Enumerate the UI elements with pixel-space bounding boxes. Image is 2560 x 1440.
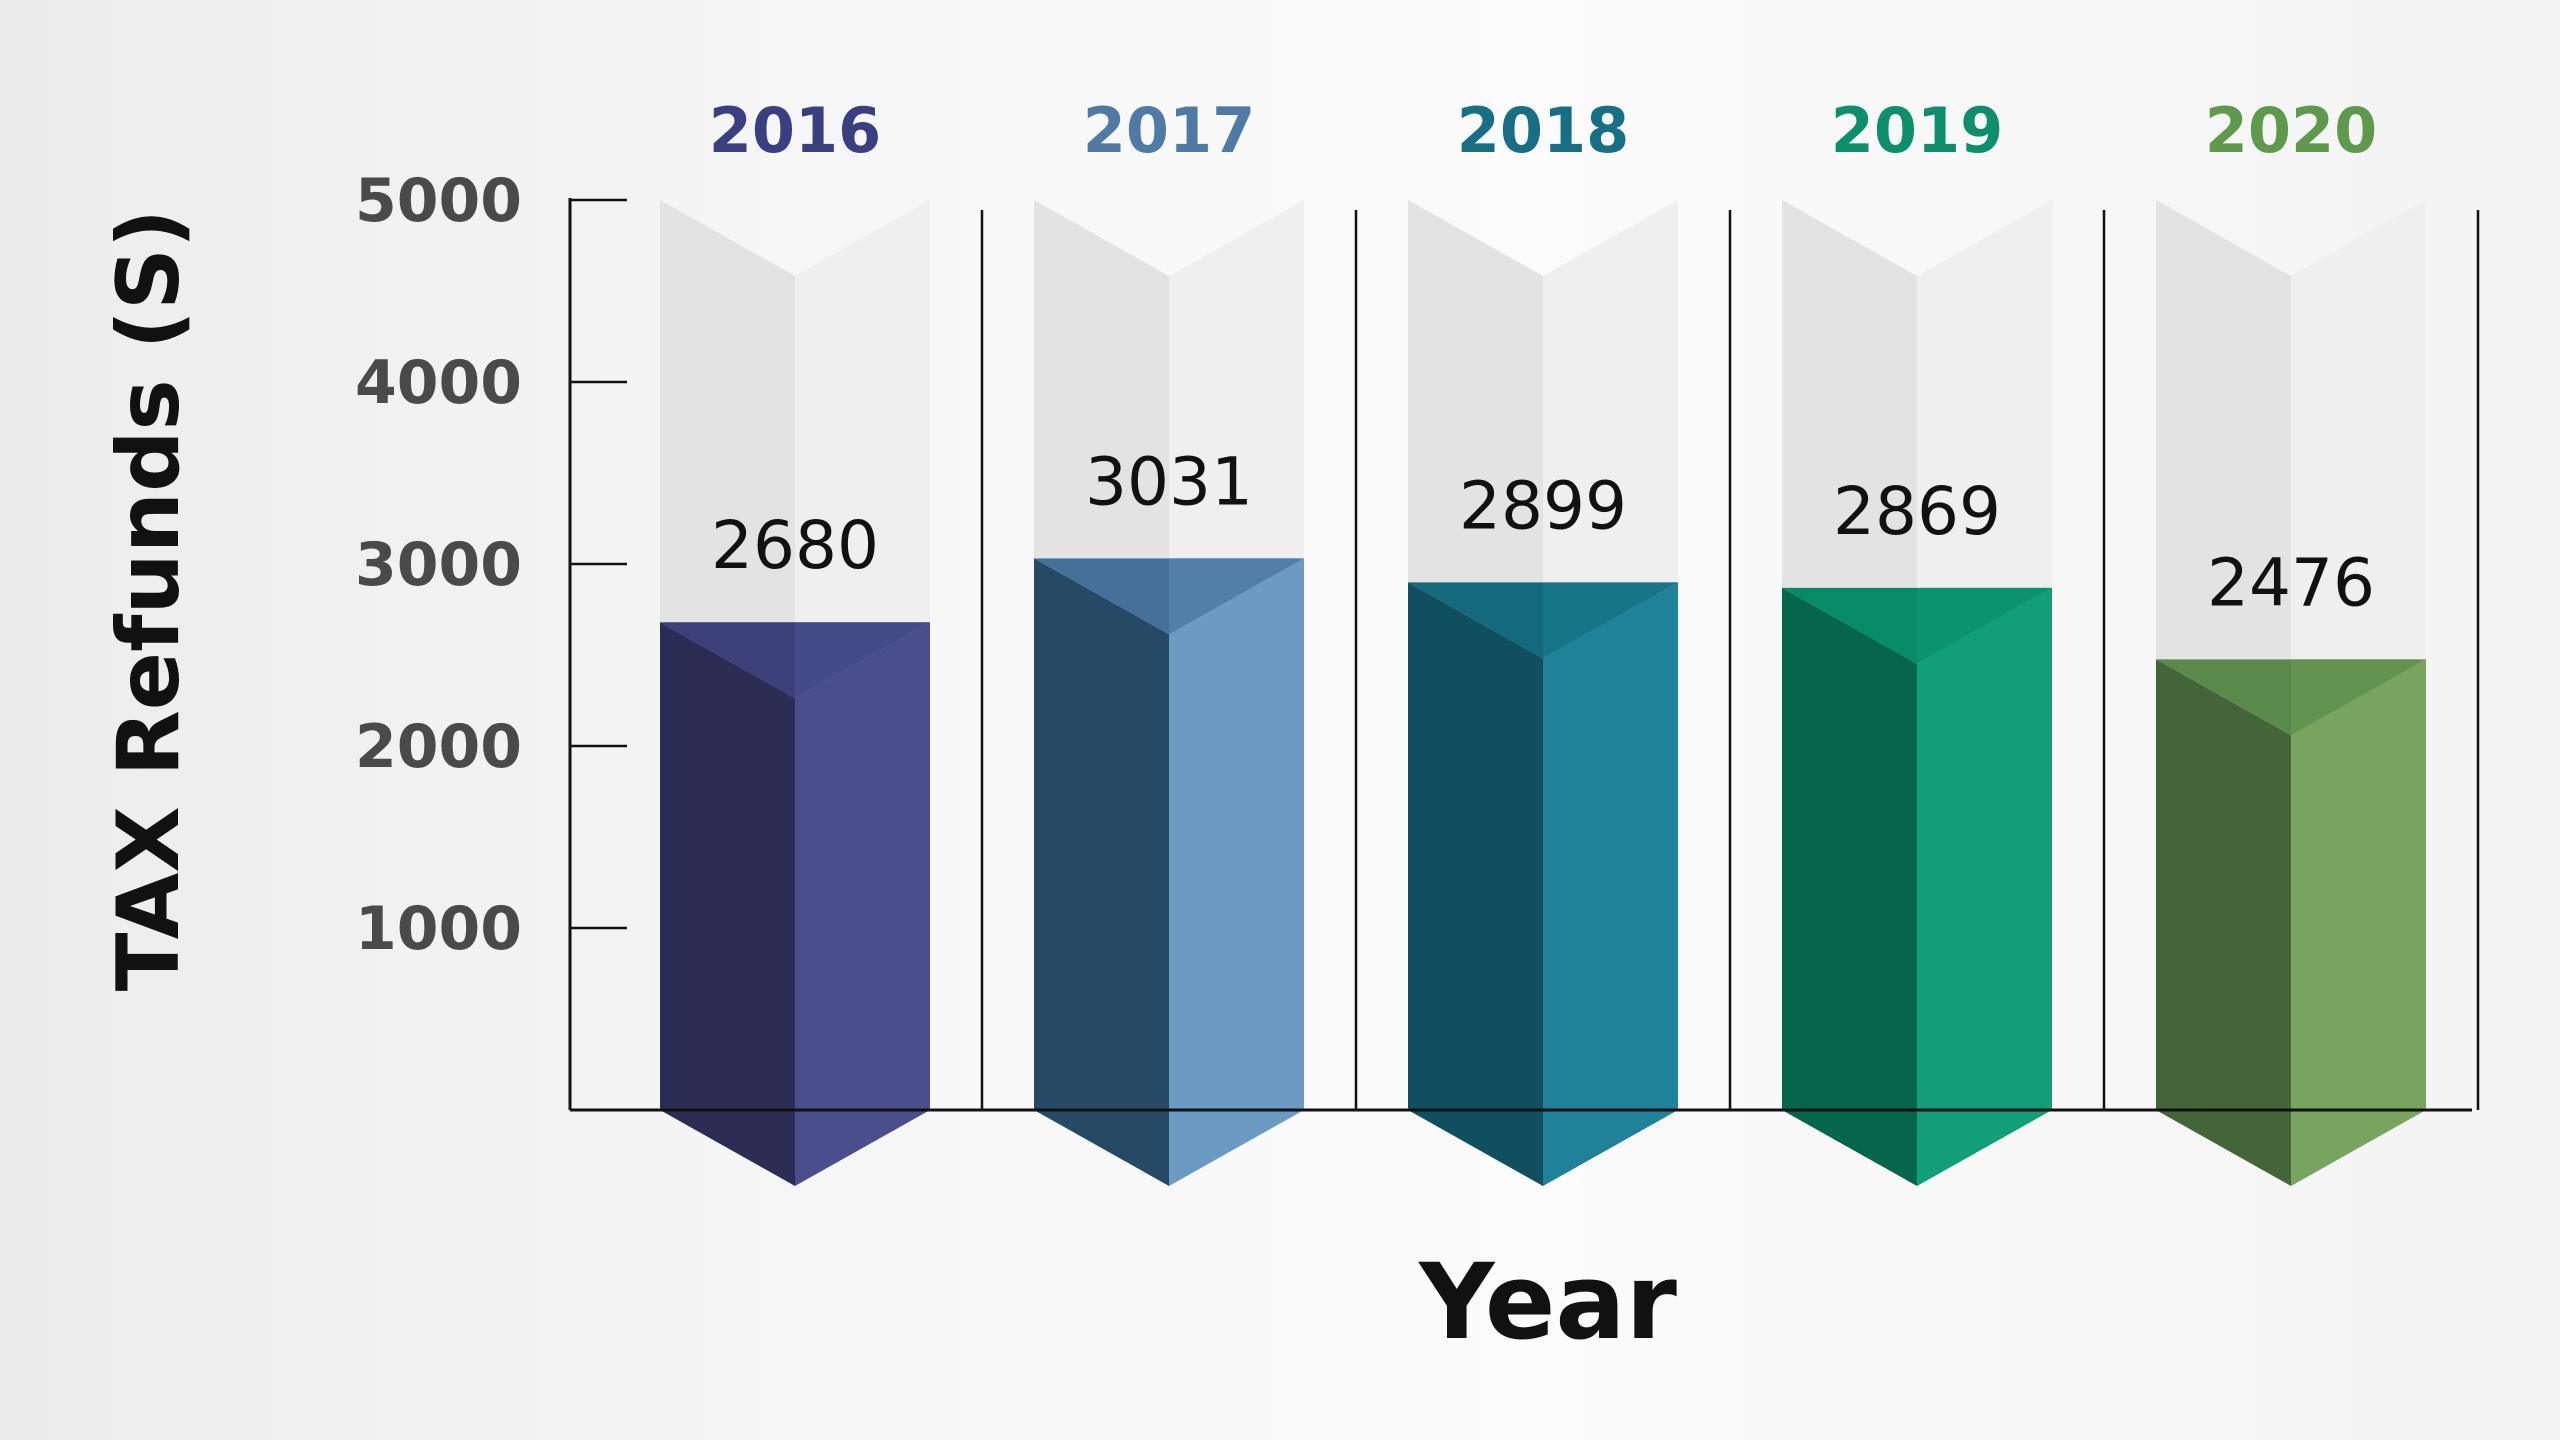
data-label: 2869	[1833, 473, 2001, 550]
axes	[568, 198, 2480, 1112]
data-label: 2899	[1459, 467, 1627, 544]
bar-front-left	[1034, 558, 1169, 1186]
bar-top-highlight	[795, 622, 930, 699]
bars	[660, 558, 2426, 1186]
bar-top-highlight	[2291, 659, 2426, 736]
bar-front-left	[1408, 582, 1543, 1186]
bar-front-right	[1917, 587, 2052, 1186]
bar-front-left	[660, 622, 795, 1186]
y-tick-label: 2000	[355, 712, 522, 782]
labels: 2016 2680 2017 3031 2018 2899 2019 2869 2020 2476	[709, 94, 2378, 621]
y-tick-label: 1000	[355, 894, 522, 964]
bar-top-highlight	[1169, 558, 1304, 635]
y-tick-label: 3000	[355, 530, 522, 600]
bar-top-highlight	[1917, 587, 2052, 664]
category-label: 2019	[1831, 94, 2004, 167]
bar-front-right	[1543, 582, 1678, 1186]
category-label: 2016	[709, 94, 882, 167]
bar-top-highlight	[1543, 582, 1678, 659]
bar-front-left	[2156, 659, 2291, 1186]
bar-front-right	[2291, 659, 2426, 1186]
bar-front-right	[795, 622, 930, 1186]
category-label: 2017	[1083, 94, 1256, 167]
y-axis-ticks: 1000 2000 3000 4000 5000	[355, 166, 627, 964]
x-axis-title: Year	[1417, 1241, 1677, 1363]
data-label: 3031	[1085, 443, 1253, 520]
category-label: 2018	[1457, 94, 1630, 167]
bar-front-left	[1782, 587, 1917, 1186]
data-label: 2680	[711, 507, 879, 584]
y-tick-label: 4000	[355, 348, 522, 418]
category-label: 2020	[2205, 94, 2378, 167]
bar-front-right	[1169, 558, 1304, 1186]
y-axis-title: TAX Refunds (S)	[99, 209, 199, 991]
y-tick-label: 5000	[355, 166, 522, 236]
data-label: 2476	[2207, 544, 2375, 621]
